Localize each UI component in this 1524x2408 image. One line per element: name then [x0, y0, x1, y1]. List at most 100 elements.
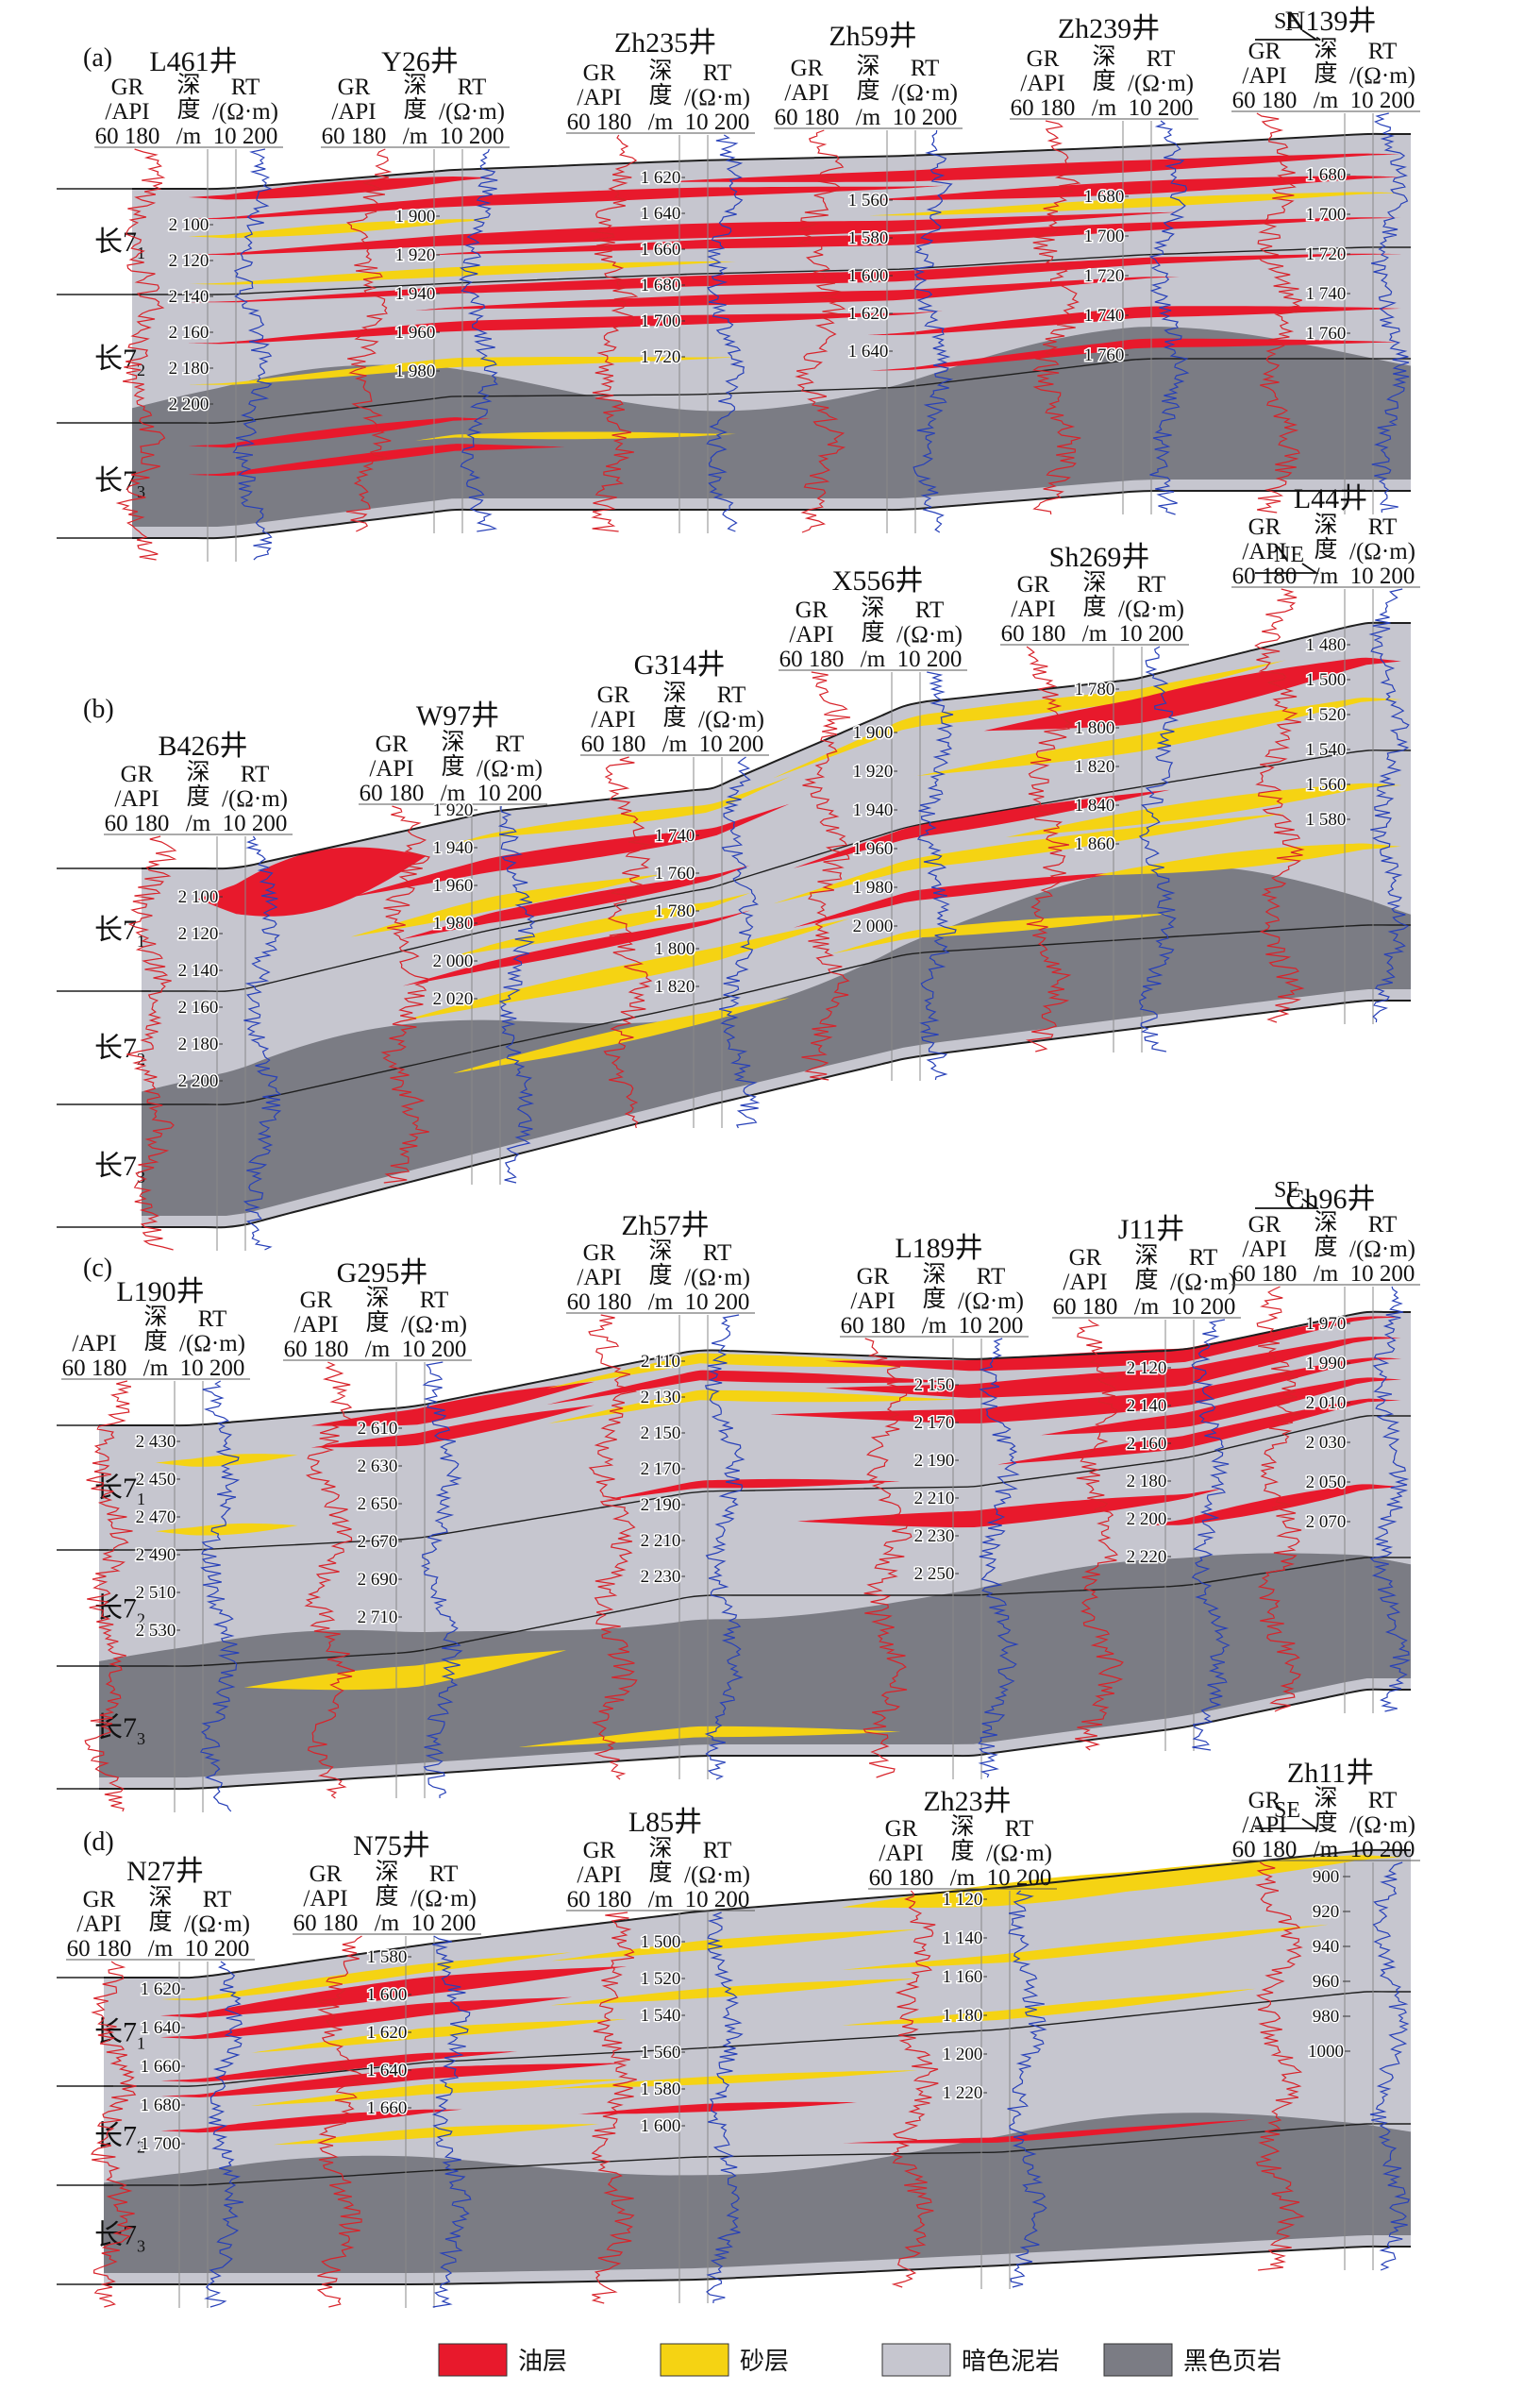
depth-tick-label: 2 150 — [641, 1423, 681, 1443]
rt-unit: /(Ω·m) — [212, 99, 278, 125]
depth-label: 深 — [186, 759, 209, 785]
legend-swatch — [881, 2343, 951, 2377]
gr-scale: 60 180 — [775, 105, 840, 130]
oil-layer-lens — [198, 847, 427, 917]
gr-scale: 60 180 — [1011, 95, 1076, 121]
depth-unit: /m — [1314, 1837, 1339, 1862]
legend: 油层 砂层 暗色泥岩 黑色页岩 — [438, 2343, 1281, 2377]
oil-layer-lens — [1040, 1377, 1401, 1436]
gr-label: GR — [121, 762, 154, 787]
oil-layer-lens — [983, 657, 1401, 732]
gr-unit: /API — [789, 622, 833, 648]
depth-tick-label: 2 650 — [358, 1494, 398, 1514]
rt-log-curve — [706, 1911, 744, 2304]
depth-tick-label: 2 190 — [641, 1495, 681, 1515]
rt-scale: 10 200 — [1350, 564, 1415, 589]
legend-swatch — [660, 2343, 729, 2377]
rt-label: RT — [1189, 1245, 1217, 1271]
rt-label: RT — [1368, 1212, 1397, 1238]
oil-layer-lens — [189, 211, 1180, 256]
well-name: N75井 — [353, 1830, 430, 1861]
depth-label: 深 — [1092, 43, 1115, 70]
depth-label: 度 — [186, 783, 209, 810]
gr-label: GR — [583, 1838, 616, 1863]
well-name: J11井 — [1118, 1214, 1185, 1245]
gr-scale: 60 180 — [1232, 564, 1298, 589]
rt-log-curve — [431, 1935, 472, 2308]
depth-label: 度 — [403, 96, 427, 123]
depth-tick-label: 1 980 — [853, 878, 894, 898]
sand-layer-lens — [453, 776, 790, 845]
depth-label: 深 — [861, 595, 884, 621]
oil-layer-lens — [415, 277, 1180, 311]
depth-tick-label: 2 210 — [914, 1489, 955, 1508]
depth-label: 度 — [143, 1328, 167, 1355]
oil-layer-lens — [351, 803, 790, 898]
depth-tick-label: 1 820 — [1075, 757, 1115, 777]
oil-layer-lens — [160, 2109, 462, 2133]
depth-tick-label: 2 610 — [358, 1419, 398, 1439]
depth-label: 度 — [375, 1883, 398, 1910]
depth-unit: /m — [1314, 564, 1339, 589]
gr-log-curve — [1256, 112, 1302, 514]
well-name: Zh11井 — [1287, 1758, 1374, 1789]
rt-label: RT — [1368, 1788, 1397, 1813]
depth-label: 深 — [662, 680, 686, 706]
depth-unit: /m — [1082, 621, 1108, 647]
depth-tick-label: 1 540 — [1306, 740, 1347, 760]
rt-unit: /(Ω·m) — [1170, 1270, 1236, 1295]
depth-unit: /m — [922, 1313, 947, 1339]
gr-scale: 60 180 — [567, 1289, 632, 1315]
gr-label: GR — [111, 75, 144, 100]
depth-tick-label: 2 490 — [136, 1545, 176, 1565]
depth-tick-label: 1 640 — [141, 2018, 181, 2038]
gr-label: GR — [310, 1861, 343, 1887]
depth-label: 深 — [375, 1859, 398, 1885]
depth-label: 深 — [176, 72, 200, 98]
sand-layer-lens — [160, 1952, 572, 2001]
rt-unit: /(Ω·m) — [401, 1312, 467, 1338]
depth-tick-label: 2 170 — [914, 1413, 955, 1433]
gr-unit: /API — [1011, 597, 1055, 622]
oil-layer-lens — [794, 789, 1170, 868]
depth-tick-label: 2 190 — [914, 1451, 955, 1471]
depth-label: 度 — [662, 704, 686, 731]
depth-label: 深 — [365, 1285, 389, 1311]
depth-tick-label: 2 000 — [853, 917, 894, 936]
depth-unit: /m — [1134, 1294, 1160, 1320]
depth-label: 度 — [648, 82, 672, 109]
depth-label: 度 — [1082, 594, 1106, 620]
depth-label: 深 — [648, 1238, 672, 1264]
depth-unit: /m — [365, 1337, 391, 1362]
depth-label: 度 — [861, 619, 884, 646]
depth-tick-label: 1 860 — [1075, 834, 1115, 854]
depth-tick-label: 1 800 — [655, 939, 695, 959]
rt-scale: 10 200 — [699, 732, 764, 757]
depth-tick-label: 1 620 — [367, 2023, 408, 2043]
depth-unit: /m — [143, 1356, 169, 1381]
depth-tick-label: 1 980 — [433, 914, 474, 934]
legend-swatch — [1103, 2343, 1173, 2377]
depth-tick-label: 2 130 — [641, 1388, 681, 1407]
depth-label: 深 — [1314, 1785, 1337, 1811]
well-name: W97井 — [416, 700, 499, 732]
depth-unit: /m — [950, 1865, 976, 1891]
direction-arrow: NE — [1255, 543, 1319, 574]
depth-tick-label: 2 160 — [1127, 1434, 1167, 1454]
depth-tick-label: 1 900 — [395, 207, 436, 227]
depth-unit: /m — [856, 105, 881, 130]
depth-unit: /m — [861, 647, 886, 672]
rt-label: RT — [1005, 1816, 1033, 1842]
depth-tick-label: 2 070 — [1306, 1512, 1347, 1532]
oil-layer-lens — [402, 910, 750, 986]
unit-boundary-line — [104, 1848, 1411, 1979]
gr-log-curve — [1031, 120, 1081, 515]
depth-tick-label: 1 960 — [395, 323, 436, 343]
gr-label: GR — [885, 1816, 918, 1842]
depth-tick-label: 1 660 — [367, 2098, 408, 2118]
depth-tick-label: 2 140 — [169, 287, 209, 307]
